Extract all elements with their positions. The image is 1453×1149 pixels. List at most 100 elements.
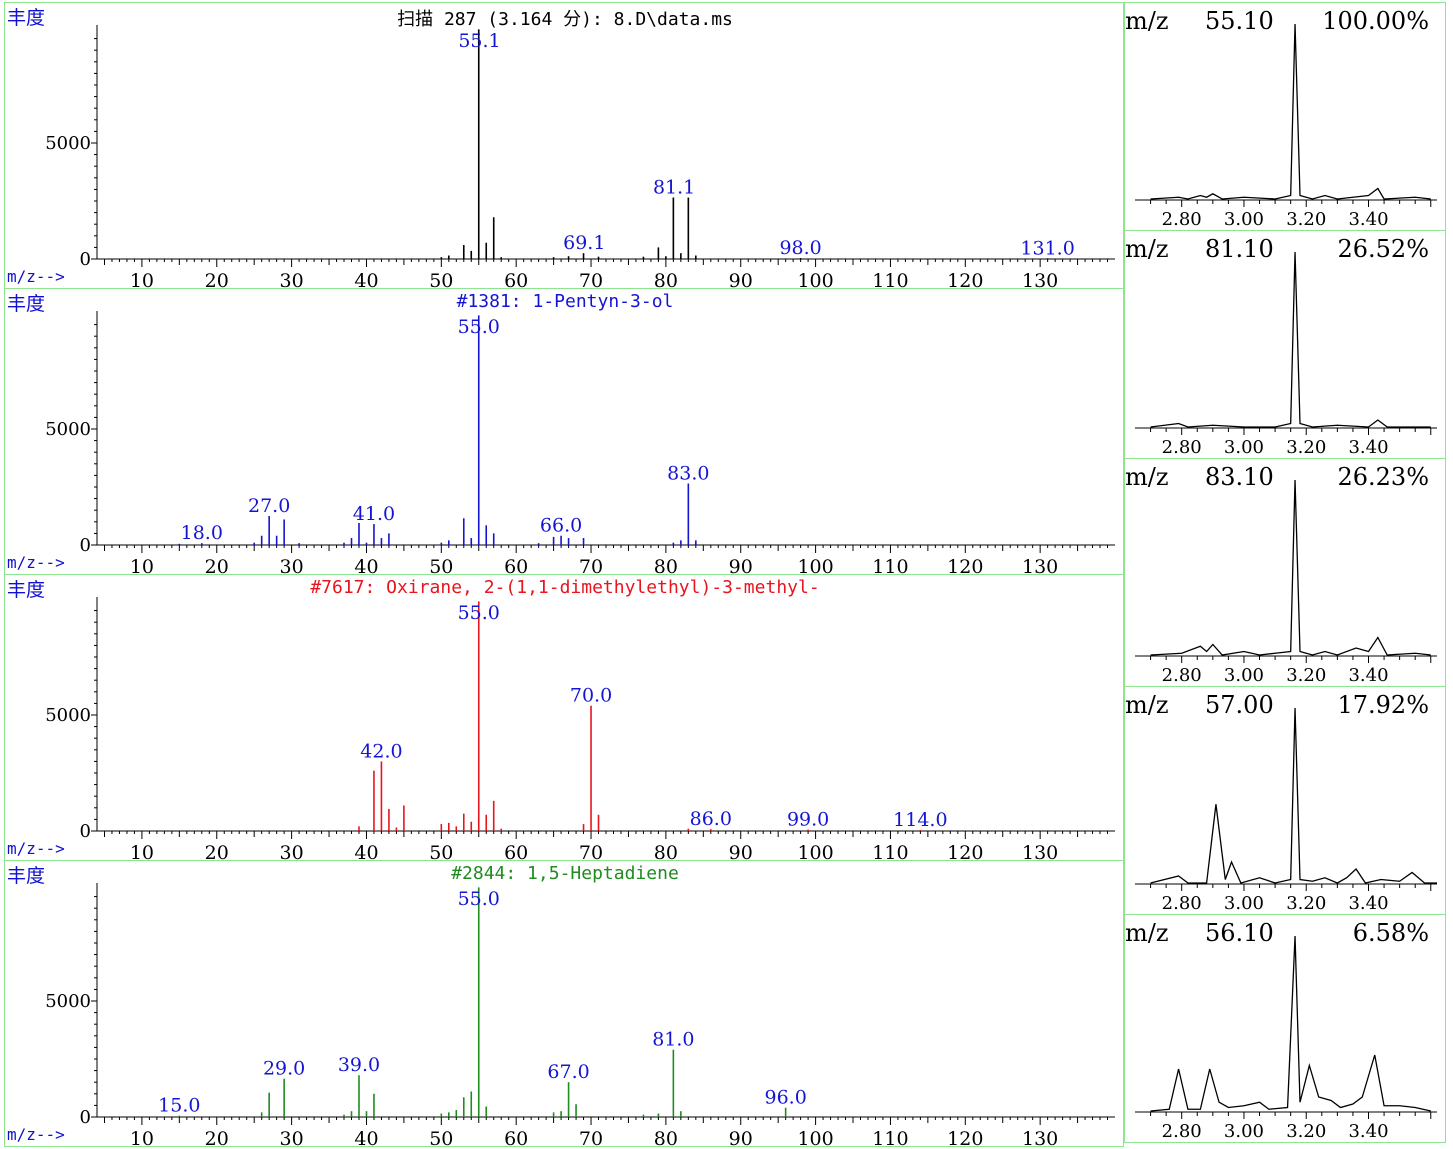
mz-label: m/z xyxy=(1125,691,1169,719)
spectrum-plot: 0 5000 10 20 30 40 50 60 70 80 90 100 110 120 130 55.1 6… xyxy=(45,25,1115,289)
ion-chromatogram-3: m/z 83.10 26.23% 2.80 3.00 3.20 3.40 xyxy=(1124,458,1446,687)
y-tick-label: 5000 xyxy=(45,133,91,154)
time-tick-label: 3.40 xyxy=(1348,437,1388,458)
x-tick-label: 30 xyxy=(280,842,304,861)
x-axis-label: m/z--> xyxy=(7,839,65,858)
peak-label: 15.0 xyxy=(158,1095,200,1117)
y-tick-label: 0 xyxy=(80,1107,91,1128)
x-tick-label: 70 xyxy=(579,1128,603,1147)
x-tick-label: 10 xyxy=(130,842,154,861)
time-tick-label: 3.20 xyxy=(1286,1121,1326,1142)
x-tick-label: 100 xyxy=(797,842,833,861)
x-tick-label: 80 xyxy=(654,556,678,575)
peak-label: 55.0 xyxy=(458,316,500,338)
time-tick-label: 2.80 xyxy=(1162,665,1202,686)
peak-label: 131.0 xyxy=(1020,237,1074,259)
x-tick-label: 50 xyxy=(429,1128,453,1147)
x-tick-label: 50 xyxy=(429,556,453,575)
chromatogram-plot: 2.80 3.00 3.20 3.40 xyxy=(1135,935,1437,1142)
peak-label: 41.0 xyxy=(353,503,395,525)
peak-label: 81.1 xyxy=(653,177,695,199)
x-tick-label: 10 xyxy=(130,270,154,289)
time-tick-label: 3.00 xyxy=(1224,893,1264,914)
mz-value: 81.10 xyxy=(1205,235,1274,263)
x-tick-label: 90 xyxy=(729,842,753,861)
peak-label: 42.0 xyxy=(360,740,402,762)
time-tick-label: 3.20 xyxy=(1286,893,1326,914)
peak-label: 114.0 xyxy=(893,809,947,831)
ms-panel-4: 丰度 m/z--> #2844: 1,5-Heptadiene 0 5000 10 20 30… xyxy=(4,860,1124,1147)
y-tick-label: 0 xyxy=(80,535,91,556)
ms-panel-1: 丰度 m/z--> 扫描 287 (3.164 分): 8.D\data.ms 0 50… xyxy=(4,2,1124,289)
x-tick-label: 120 xyxy=(947,842,983,861)
x-tick-label: 100 xyxy=(797,1128,833,1147)
x-tick-label: 70 xyxy=(579,556,603,575)
time-tick-label: 3.20 xyxy=(1286,437,1326,458)
x-tick-label: 120 xyxy=(947,556,983,575)
spectrum-title: #1381: 1-Pentyn-3-ol xyxy=(456,291,674,312)
time-tick-label: 3.40 xyxy=(1348,209,1388,230)
ion-trace xyxy=(1150,935,1431,1112)
y-axis-label: 丰度 xyxy=(7,7,46,29)
x-tick-label: 50 xyxy=(429,842,453,861)
spectrum-title: #2844: 1,5-Heptadiene xyxy=(451,863,679,884)
relative-percent: 26.52% xyxy=(1337,235,1429,263)
time-tick-label: 3.20 xyxy=(1286,665,1326,686)
ion-chromatogram-4: m/z 57.00 17.92% 2.80 3.00 3.20 3.40 xyxy=(1124,686,1446,915)
x-tick-label: 40 xyxy=(354,270,378,289)
peak-label: 27.0 xyxy=(248,495,290,517)
ion-trace xyxy=(1150,251,1431,428)
x-tick-label: 60 xyxy=(504,1128,528,1147)
x-axis-label: m/z--> xyxy=(7,553,65,572)
mz-value: 56.10 xyxy=(1205,919,1274,947)
mz-label: m/z xyxy=(1125,463,1169,491)
x-tick-label: 110 xyxy=(872,270,908,289)
x-tick-label: 130 xyxy=(1022,556,1058,575)
peak-label: 99.0 xyxy=(787,809,829,831)
x-tick-label: 130 xyxy=(1022,270,1058,289)
x-tick-label: 20 xyxy=(205,1128,229,1147)
y-axis-label: 丰度 xyxy=(7,293,46,315)
x-tick-label: 70 xyxy=(579,842,603,861)
relative-percent: 6.58% xyxy=(1352,919,1429,947)
peak-label: 86.0 xyxy=(690,808,732,830)
time-tick-label: 3.40 xyxy=(1348,665,1388,686)
x-tick-label: 100 xyxy=(797,556,833,575)
ion-trace xyxy=(1150,23,1431,200)
time-tick-label: 3.00 xyxy=(1224,209,1264,230)
peak-label: 83.0 xyxy=(667,463,709,485)
mz-value: 55.10 xyxy=(1205,7,1274,35)
x-tick-label: 30 xyxy=(280,556,304,575)
ion-trace xyxy=(1150,707,1437,884)
time-tick-label: 3.40 xyxy=(1348,893,1388,914)
x-tick-label: 130 xyxy=(1022,1128,1058,1147)
ms-panel-2: 丰度 m/z--> #1381: 1-Pentyn-3-ol 0 5000 10 20 30 4… xyxy=(4,288,1124,575)
y-tick-label: 0 xyxy=(80,821,91,842)
x-tick-label: 40 xyxy=(354,556,378,575)
ms-panel-3: 丰度 m/z--> #7617: Oxirane, 2-(1,1-dimethyle… xyxy=(4,574,1124,861)
ion-chromatogram-5: m/z 56.10 6.58% 2.80 3.00 3.20 3.40 xyxy=(1124,914,1446,1143)
time-tick-label: 3.40 xyxy=(1348,1121,1388,1142)
x-tick-label: 20 xyxy=(205,270,229,289)
peak-label: 66.0 xyxy=(540,515,582,537)
peak-label: 70.0 xyxy=(570,685,612,707)
chromatogram-plot: 2.80 3.00 3.20 3.40 xyxy=(1135,251,1437,458)
x-tick-label: 80 xyxy=(654,270,678,289)
peak-label: 69.1 xyxy=(563,232,605,254)
relative-percent: 100.00% xyxy=(1322,7,1429,35)
ion-chromatogram-2: m/z 81.10 26.52% 2.80 3.00 3.20 3.40 xyxy=(1124,230,1446,459)
time-tick-label: 3.00 xyxy=(1224,665,1264,686)
time-tick-label: 2.80 xyxy=(1162,437,1202,458)
time-tick-label: 2.80 xyxy=(1162,209,1202,230)
mz-value: 57.00 xyxy=(1205,691,1274,719)
chromatogram-plot: 2.80 3.00 3.20 3.40 xyxy=(1135,23,1437,230)
y-tick-label: 5000 xyxy=(45,991,91,1012)
x-tick-label: 110 xyxy=(872,556,908,575)
spectrum-title: #7617: Oxirane, 2-(1,1-dimethylethyl)-3-… xyxy=(310,577,820,598)
peak-label: 29.0 xyxy=(263,1058,305,1080)
x-tick-label: 50 xyxy=(429,270,453,289)
peak-label: 67.0 xyxy=(547,1061,589,1083)
x-tick-label: 120 xyxy=(947,270,983,289)
y-tick-label: 0 xyxy=(80,249,91,270)
peak-label: 96.0 xyxy=(764,1087,806,1109)
